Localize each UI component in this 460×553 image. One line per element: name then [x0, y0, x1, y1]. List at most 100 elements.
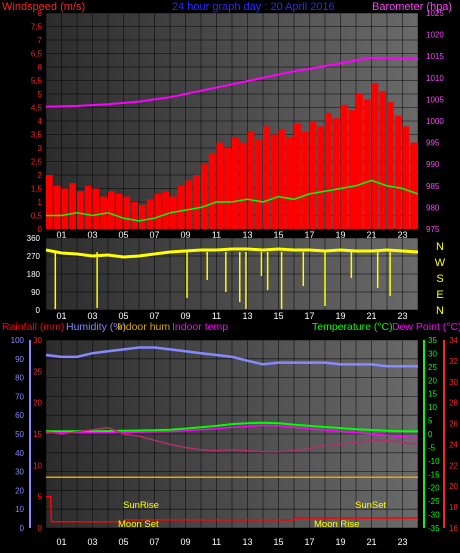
windspeed-bar: [185, 180, 193, 229]
windspeed-bar: [278, 129, 286, 229]
rain-tick-label: 25: [33, 367, 42, 376]
wind-lines: [45, 56, 419, 222]
windspeed-tick-label: 6,5: [31, 50, 43, 59]
temperature-tick-label: 30: [428, 349, 437, 358]
windspeed-tick-label: 1,5: [31, 185, 43, 194]
temperature-panel: Rainfall (mm) Humidity (%)Indoor hum Indoo…: [2, 321, 460, 547]
windspeed-bar: [239, 142, 247, 229]
direction-lines: [45, 247, 419, 309]
windspeed-tick-label: 2,5: [31, 158, 43, 167]
windspeed-bar: [263, 126, 270, 229]
x-tick-label: 11: [212, 537, 221, 547]
x-tick-label: 21: [366, 230, 376, 240]
windspeed-tick-label: 7: [38, 36, 43, 45]
x-tick-label: 13: [242, 311, 252, 321]
indoor-temp-tick-label: 34: [449, 336, 458, 345]
direction-tick-label: 360: [27, 234, 41, 243]
windspeed-bar: [356, 94, 363, 229]
legend-label: Temperature (°C): [312, 321, 393, 333]
legend-label: Rainfall (mm): [2, 321, 64, 333]
windspeed-bar: [301, 131, 309, 229]
rain-tick-label: 10: [33, 461, 42, 470]
x-tick-label: 01: [56, 537, 66, 547]
humidity-tick-label: 10: [15, 505, 24, 514]
windspeed-tick-label: 4: [38, 117, 43, 126]
barometer-tick-label: 1005: [426, 95, 444, 104]
x-tick-label: 05: [118, 537, 128, 547]
temperature-grid: [45, 339, 419, 529]
windspeed-tick-label: 5: [38, 90, 43, 99]
barometer-axis-label: Barometer (hpa): [372, 1, 452, 13]
compass-label: E: [436, 289, 443, 301]
wind-direction-line: [45, 247, 419, 259]
humidity-tick-label: 90: [15, 355, 24, 364]
rain-tick-label: 15: [33, 430, 42, 439]
legend-label: Indoor hum: [117, 321, 170, 333]
humidity-tick-label: 0: [20, 524, 25, 533]
direction-x-ticks: 01 03 05 07 09 11 13 15 17 19 21 23: [56, 311, 407, 321]
temperature-tick-label: 15: [428, 390, 437, 399]
windspeed-tick-label: 7,5: [31, 23, 43, 32]
x-tick-label: 17: [304, 230, 314, 240]
windspeed-bar: [232, 137, 239, 229]
barometer-line: [45, 56, 418, 108]
windspeed-bar: [146, 199, 154, 229]
x-tick-label: 19: [335, 230, 345, 240]
windspeed-bar: [394, 115, 402, 229]
humidity-tick-label: 50: [15, 430, 24, 439]
windspeed-tick-label: 5,5: [31, 77, 43, 86]
windspeed-bar: [286, 137, 293, 229]
barometer-tick-label: 995: [426, 139, 440, 148]
rain-tick-label: 5: [38, 493, 43, 502]
temperature-tick-label: -25: [428, 497, 440, 506]
barometer-tick-label: 1010: [426, 74, 444, 83]
barometer-axis-ticks: 1025 1020 1015 1010 1005 1000 995 990 985 980 975: [426, 9, 444, 234]
windspeed-bar: [371, 83, 379, 229]
indoor-temp-tick-label: 18: [449, 503, 458, 512]
x-tick-label: 07: [149, 537, 159, 547]
x-tick-label: 17: [304, 311, 314, 321]
windspeed-tick-label: 1: [38, 198, 43, 207]
windspeed-tick-label: 3: [38, 144, 43, 153]
temperature-tick-label: -10: [428, 457, 440, 466]
x-tick-label: 01: [56, 230, 66, 240]
direction-tick-label: 90: [31, 288, 40, 297]
windspeed-bar: [131, 202, 138, 229]
windspeed-bar: [294, 123, 301, 229]
windspeed-bar: [379, 91, 386, 229]
windspeed-bar: [177, 185, 185, 229]
indoor-temp-tick-label: 22: [449, 461, 458, 470]
temperature-tick-label: -5: [428, 443, 436, 452]
x-tick-label: 03: [87, 311, 97, 321]
windspeed-bar: [61, 188, 69, 229]
direction-tick-label: 180: [27, 270, 41, 279]
windspeed-bar: [92, 188, 100, 229]
windspeed-bar: [46, 175, 53, 229]
humidity-tick-label: 100: [11, 336, 25, 345]
barometer-tick-label: 990: [426, 160, 440, 169]
windspeed-tick-label: 8: [38, 9, 43, 18]
x-tick-label: 15: [273, 311, 283, 321]
windspeed-bar: [363, 99, 371, 230]
annotation-label: Moon Rise: [314, 519, 359, 530]
x-tick-label: 19: [335, 537, 345, 547]
windspeed-tick-label: 3,5: [31, 131, 43, 140]
windspeed-bar: [340, 104, 348, 229]
windspeed-bar: [201, 164, 208, 229]
humidity-tick-label: 30: [15, 468, 24, 477]
annotation-label: Moon Set: [118, 519, 159, 530]
x-tick-label: 09: [180, 537, 190, 547]
windspeed-axis-label: Windspeed (m/s): [2, 1, 85, 13]
temperature-tick-label: 10: [428, 403, 437, 412]
humidity-tick-label: 80: [15, 374, 24, 383]
direction-grid: [45, 237, 419, 311]
windspeed-bar: [193, 175, 200, 229]
windspeed-tick-label: 0,5: [31, 212, 43, 221]
sun-moon-annotations: SunRise SunSet Moon Set Moon Rise: [118, 500, 387, 530]
humidity-tick-label: 60: [15, 411, 24, 420]
x-tick-label: 23: [397, 230, 407, 240]
